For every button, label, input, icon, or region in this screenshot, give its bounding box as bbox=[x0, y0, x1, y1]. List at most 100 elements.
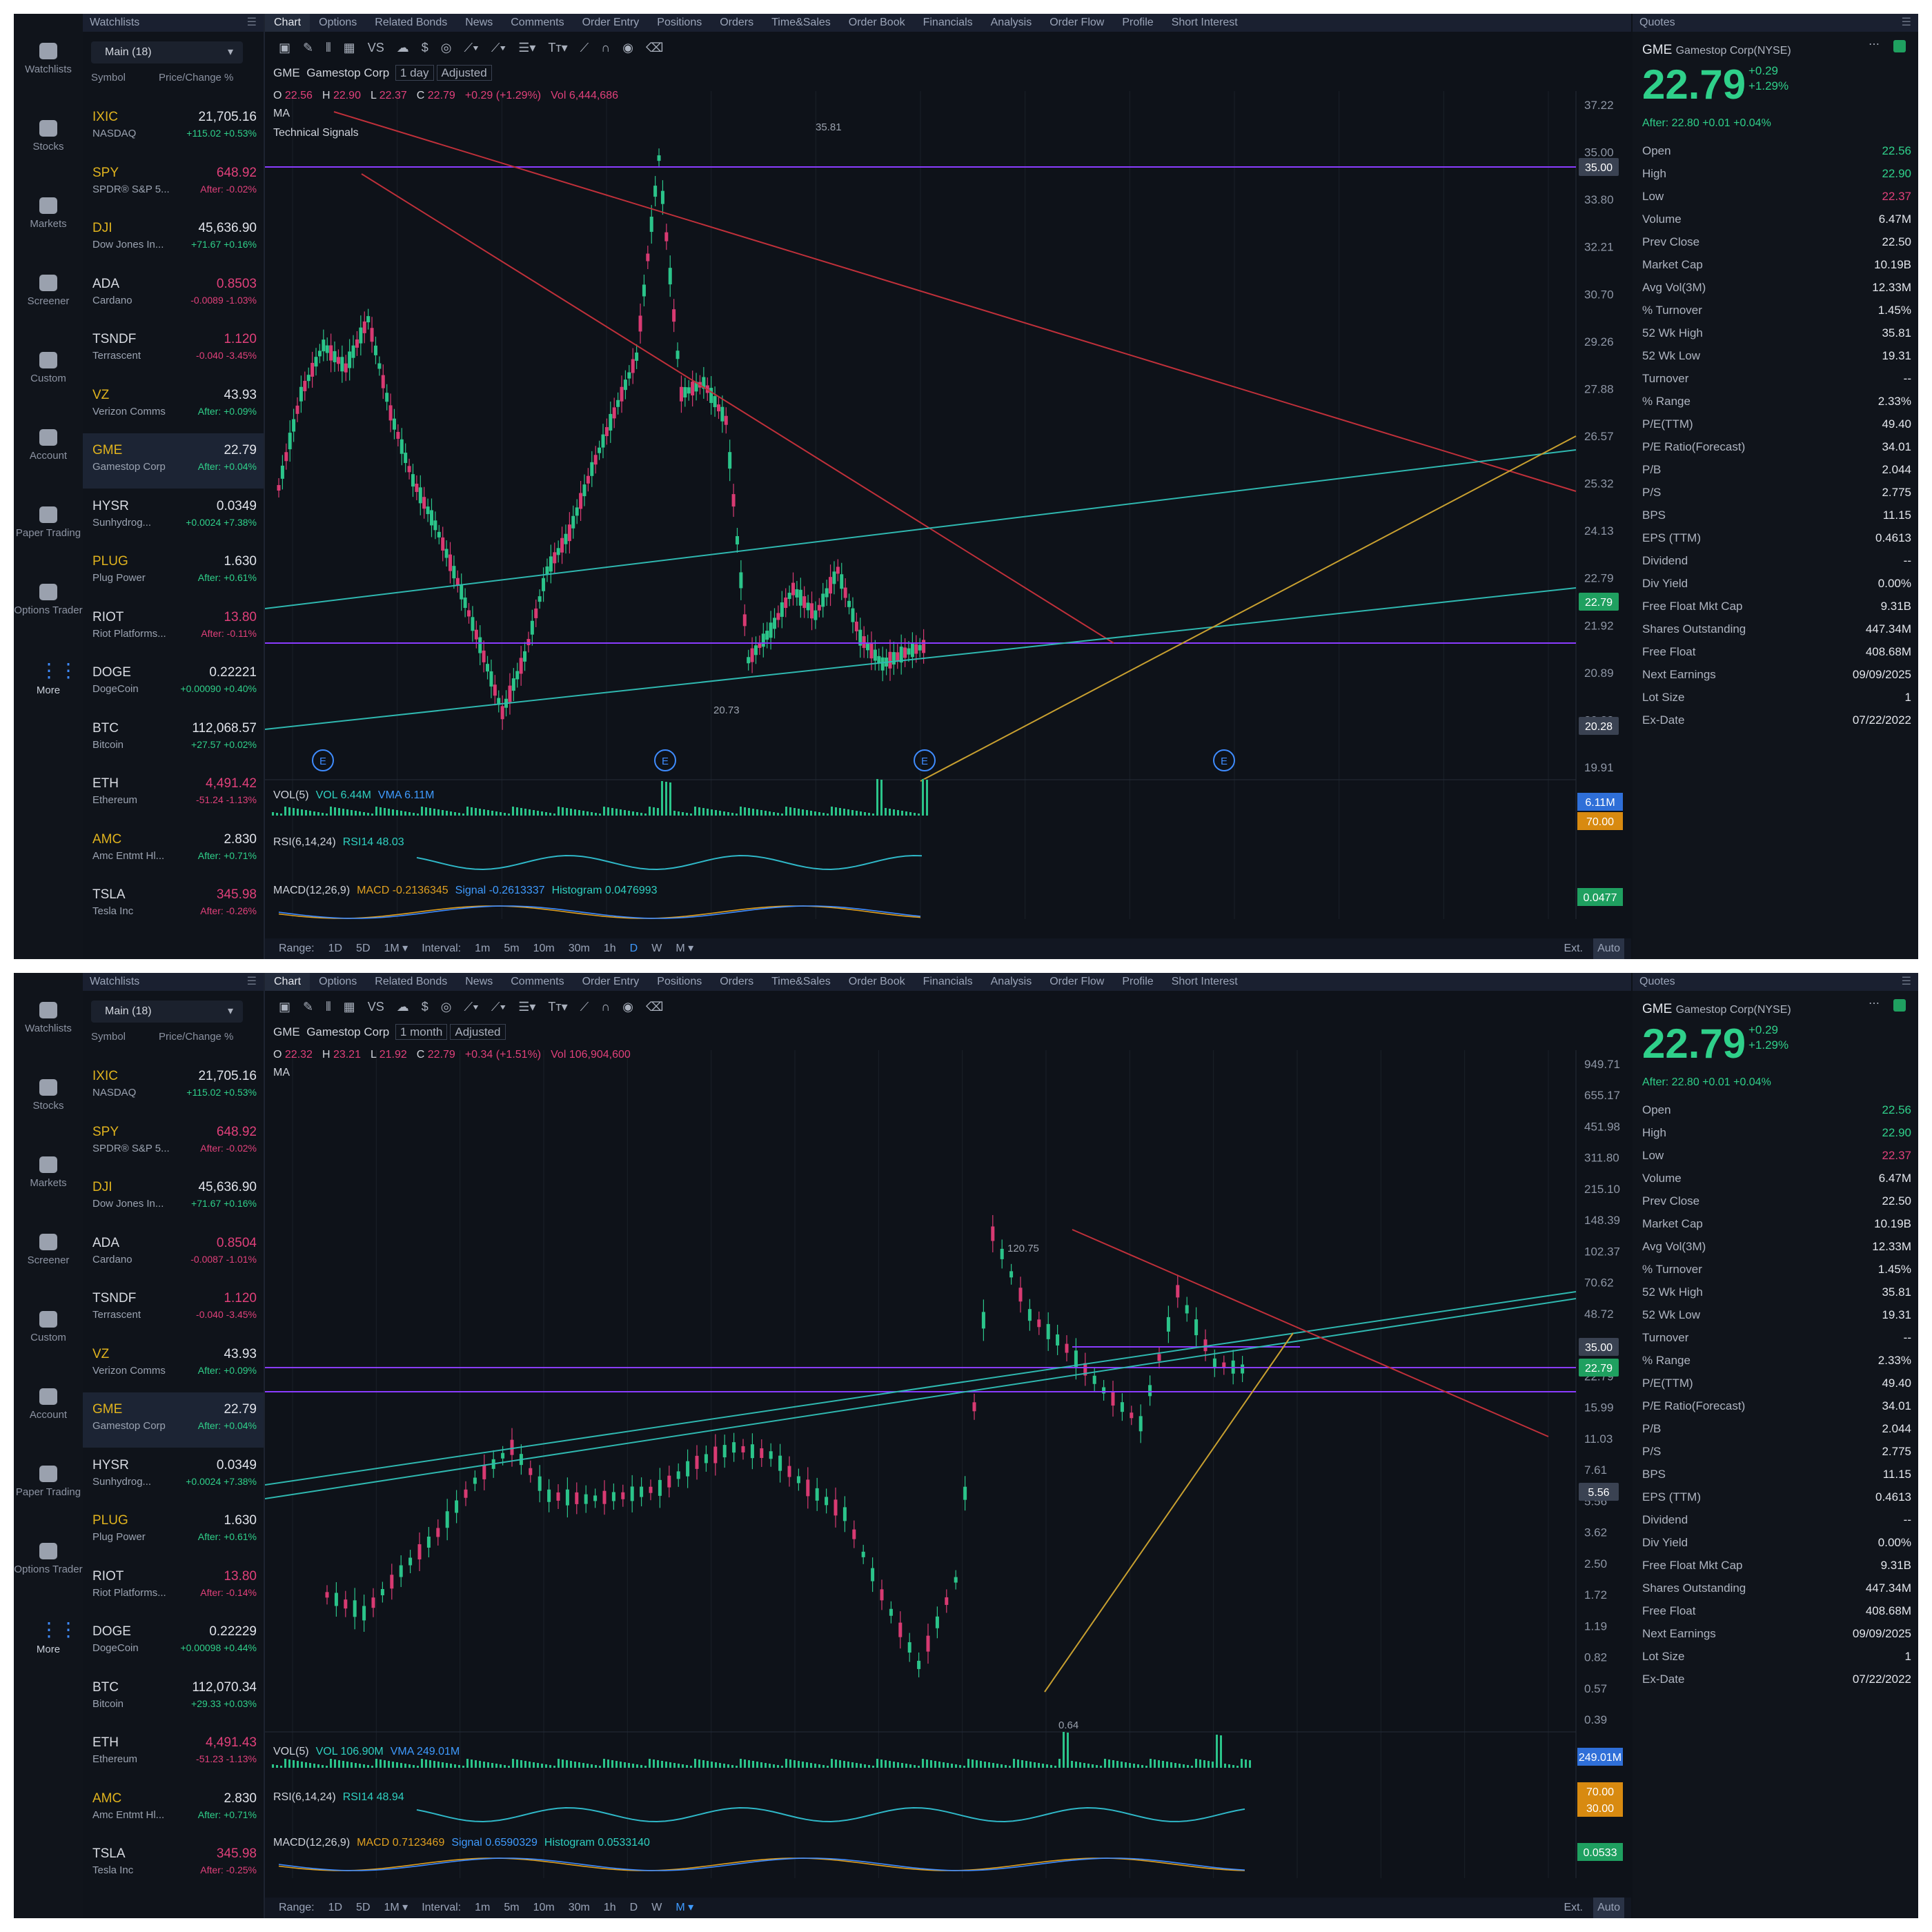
watchlist-row-tsndf[interactable]: TSNDF Terrascent 1.120 -0.040 -3.45% bbox=[83, 1281, 264, 1337]
nav-markets[interactable]: Markets bbox=[14, 1156, 83, 1189]
menu-icon[interactable]: ☰ bbox=[246, 17, 257, 28]
toolbar-tool-5-icon[interactable]: ☁ bbox=[396, 1000, 409, 1014]
watchlist-row-vz[interactable]: VZ Verizon Comms 43.93 After: +0.09% bbox=[83, 1337, 264, 1392]
watchlist-row-ixic[interactable]: IXIC NASDAQ 21,705.16 +115.02 +0.53% bbox=[83, 1059, 264, 1114]
toolbar-tool-2-icon[interactable]: ⫴ bbox=[326, 1000, 331, 1014]
watchlist-row-dji[interactable]: DJI Dow Jones In... 45,636.90 +71.67 +0.16% bbox=[83, 211, 264, 266]
ext-toggle[interactable]: Ext. bbox=[1564, 943, 1583, 954]
tab-financials[interactable]: Financials bbox=[923, 17, 973, 28]
tab-comments[interactable]: Comments bbox=[511, 17, 564, 28]
toolbar-tool-2-icon[interactable]: ⫴ bbox=[326, 41, 331, 55]
watchlist-row-ada[interactable]: ADA Cardano 0.8504 -0.0087 -1.01% bbox=[83, 1226, 264, 1281]
tab-orders[interactable]: Orders bbox=[720, 976, 754, 987]
interval-10m[interactable]: 10m bbox=[533, 943, 555, 954]
nav-markets[interactable]: Markets bbox=[14, 197, 83, 230]
watchlist-row-eth[interactable]: ETH Ethereum 4,491.42 -51.24 -1.13% bbox=[83, 767, 264, 822]
toolbar-tool-1-icon[interactable]: ✎ bbox=[303, 1000, 314, 1014]
watchlist-row-doge[interactable]: DOGE DogeCoin 0.22229 +0.00098 +0.44% bbox=[83, 1615, 264, 1670]
interval-30m[interactable]: 30m bbox=[568, 1902, 590, 1913]
watchlist-row-tsla[interactable]: TSLA Tesla Inc 345.98 After: -0.25% bbox=[83, 1837, 264, 1892]
toolbar-tool-13-icon[interactable]: ∩ bbox=[601, 41, 611, 55]
tab-order-book[interactable]: Order Book bbox=[848, 976, 905, 987]
toolbar-tool-7-icon[interactable]: ◎ bbox=[440, 1000, 452, 1014]
range-5d[interactable]: 5D bbox=[356, 1902, 371, 1913]
toolbar-tool-14-icon[interactable]: ◉ bbox=[622, 41, 633, 55]
watchlist-row-amc[interactable]: AMC Amc Entmt Hl... 2.830 After: +0.71% bbox=[83, 1782, 264, 1837]
daily-candlestick-chart[interactable]: Dec2025FebMarAprMayJunJulAugSeptOctNovDe… bbox=[264, 63, 1631, 947]
interval-select[interactable]: 1 month bbox=[395, 1024, 448, 1040]
tab-time-sales[interactable]: Time&Sales bbox=[771, 976, 831, 987]
toolbar-tool-4-icon[interactable]: VS bbox=[367, 1000, 384, 1014]
toolbar-tool-12-icon[interactable]: ⟋ bbox=[580, 1000, 589, 1014]
interval-30m[interactable]: 30m bbox=[568, 943, 590, 954]
watchlist-group-select[interactable]: Main (18) bbox=[91, 41, 243, 63]
ext-toggle[interactable]: Ext. bbox=[1564, 1902, 1583, 1913]
tab-related-bonds[interactable]: Related Bonds bbox=[375, 976, 448, 987]
toolbar-tool-1-icon[interactable]: ✎ bbox=[303, 41, 314, 55]
technical-signals-label[interactable]: Technical Signals bbox=[273, 127, 359, 139]
toolbar-tool-8-icon[interactable]: ⟋▾ bbox=[464, 41, 479, 55]
watchlist-group-select[interactable]: Main (18) bbox=[91, 1000, 243, 1023]
interval-1m[interactable]: 1m bbox=[475, 1902, 491, 1913]
auto-toggle[interactable]: Auto bbox=[1593, 1897, 1624, 1918]
watchlist-row-doge[interactable]: DOGE DogeCoin 0.22221 +0.00090 +0.40% bbox=[83, 656, 264, 711]
toolbar-tool-14-icon[interactable]: ◉ bbox=[622, 1000, 633, 1014]
toolbar-tool-3-icon[interactable]: ▦ bbox=[343, 41, 355, 55]
toolbar-tool-4-icon[interactable]: VS bbox=[367, 41, 384, 55]
nav-custom[interactable]: Custom bbox=[14, 1311, 83, 1343]
nav-screener[interactable]: Screener bbox=[14, 1234, 83, 1266]
watchlist-row-gme[interactable]: GME Gamestop Corp 22.79 After: +0.04% bbox=[83, 1392, 264, 1448]
nav-account[interactable]: Account bbox=[14, 1388, 83, 1421]
interval-d[interactable]: D bbox=[629, 1902, 638, 1913]
nav-options-trader[interactable]: Options Trader bbox=[14, 584, 83, 616]
interval-1m[interactable]: 1m bbox=[475, 943, 491, 954]
more-icon[interactable]: ⋯ bbox=[1869, 39, 1880, 50]
shield-icon[interactable] bbox=[1893, 40, 1906, 52]
auto-toggle[interactable]: Auto bbox=[1593, 938, 1624, 959]
adjusted-select[interactable]: Adjusted bbox=[450, 1024, 506, 1040]
nav-stocks[interactable]: Stocks bbox=[14, 120, 83, 152]
nav-more[interactable]: ⋮⋮⋮ More bbox=[14, 661, 97, 697]
tab-order-book[interactable]: Order Book bbox=[848, 17, 905, 28]
tab-order-entry[interactable]: Order Entry bbox=[582, 17, 640, 28]
nav-options-trader[interactable]: Options Trader bbox=[14, 1543, 83, 1575]
menu-icon[interactable]: ☰ bbox=[246, 976, 257, 987]
watchlist-row-ixic[interactable]: IXIC NASDAQ 21,705.16 +115.02 +0.53% bbox=[83, 100, 264, 155]
interval-w[interactable]: W bbox=[651, 943, 662, 954]
nav-watchlists[interactable]: Watchlists bbox=[14, 1002, 83, 1034]
watchlist-row-hysr[interactable]: HYSR Sunhydrog... 0.0349 +0.0024 +7.38% bbox=[83, 1448, 264, 1504]
toolbar-tool-15-icon[interactable]: ⌫ bbox=[645, 41, 664, 55]
tab-profile[interactable]: Profile bbox=[1122, 976, 1154, 987]
menu-icon[interactable]: ☰ bbox=[1901, 17, 1911, 28]
nav-screener[interactable]: Screener bbox=[14, 275, 83, 307]
col-symbol[interactable]: Symbol bbox=[91, 72, 126, 83]
watchlist-row-ada[interactable]: ADA Cardano 0.8503 -0.0089 -1.03% bbox=[83, 267, 264, 322]
col-symbol[interactable]: Symbol bbox=[91, 1031, 126, 1043]
tab-financials[interactable]: Financials bbox=[923, 976, 973, 987]
shield-icon[interactable] bbox=[1893, 999, 1906, 1012]
tab-analysis[interactable]: Analysis bbox=[990, 976, 1032, 987]
nav-account[interactable]: Account bbox=[14, 429, 83, 462]
adjusted-select[interactable]: Adjusted bbox=[436, 65, 492, 81]
ma-label[interactable]: MA bbox=[273, 1067, 290, 1078]
tab-orders[interactable]: Orders bbox=[720, 17, 754, 28]
range-5d[interactable]: 5D bbox=[356, 943, 371, 954]
toolbar-tool-10-icon[interactable]: ☰▾ bbox=[518, 1000, 536, 1014]
col-price-change[interactable]: Price/Change % bbox=[159, 1031, 234, 1043]
more-icon[interactable]: ⋯ bbox=[1869, 998, 1880, 1009]
toolbar-tool-0-icon[interactable]: ▣ bbox=[279, 1000, 291, 1014]
toolbar-tool-0-icon[interactable]: ▣ bbox=[279, 41, 291, 55]
interval-select[interactable]: 1 day bbox=[395, 65, 434, 81]
monthly-candlestick-chart[interactable]: 2001200320052007200920112013201520172019… bbox=[264, 1023, 1631, 1918]
range-1d[interactable]: 1D bbox=[328, 943, 343, 954]
toolbar-tool-11-icon[interactable]: Tт▾ bbox=[548, 41, 568, 55]
watchlist-row-vz[interactable]: VZ Verizon Comms 43.93 After: +0.09% bbox=[83, 378, 264, 433]
toolbar-tool-9-icon[interactable]: ⟋▾ bbox=[491, 1000, 506, 1014]
toolbar-tool-15-icon[interactable]: ⌫ bbox=[645, 1000, 664, 1014]
tab-positions[interactable]: Positions bbox=[657, 976, 702, 987]
tab-options[interactable]: Options bbox=[319, 17, 357, 28]
toolbar-tool-13-icon[interactable]: ∩ bbox=[601, 1000, 611, 1014]
range-1m[interactable]: 1M ▾ bbox=[384, 1902, 408, 1913]
interval-w[interactable]: W bbox=[651, 1902, 662, 1913]
watchlist-row-spy[interactable]: SPY SPDR® S&P 5... 648.92 After: -0.02% bbox=[83, 1115, 264, 1170]
